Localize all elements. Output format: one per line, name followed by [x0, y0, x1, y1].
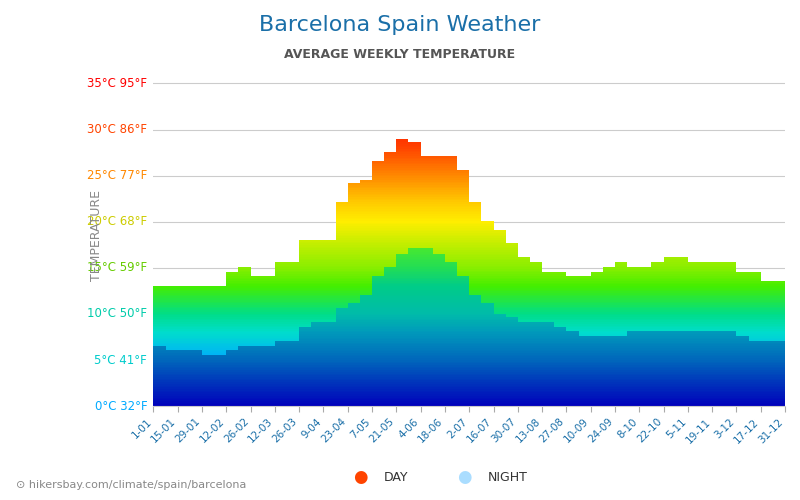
- Text: AVERAGE WEEKLY TEMPERATURE: AVERAGE WEEKLY TEMPERATURE: [285, 48, 515, 60]
- Text: 30°C 86°F: 30°C 86°F: [87, 123, 147, 136]
- Text: NIGHT: NIGHT: [488, 471, 528, 484]
- Text: 20°C 68°F: 20°C 68°F: [87, 215, 147, 228]
- Text: DAY: DAY: [384, 471, 409, 484]
- Text: ⊙ hikersbay.com/climate/spain/barcelona: ⊙ hikersbay.com/climate/spain/barcelona: [16, 480, 246, 490]
- Text: ●: ●: [353, 468, 367, 486]
- Text: ●: ●: [457, 468, 471, 486]
- Text: 25°C 77°F: 25°C 77°F: [87, 169, 147, 182]
- Text: Barcelona Spain Weather: Barcelona Spain Weather: [259, 15, 541, 35]
- Text: 5°C 41°F: 5°C 41°F: [94, 354, 147, 366]
- Text: 15°C 59°F: 15°C 59°F: [87, 262, 147, 274]
- Text: 35°C 95°F: 35°C 95°F: [87, 77, 147, 90]
- Text: 0°C 32°F: 0°C 32°F: [94, 400, 147, 412]
- Text: TEMPERATURE: TEMPERATURE: [90, 190, 103, 281]
- Text: 10°C 50°F: 10°C 50°F: [87, 308, 147, 320]
